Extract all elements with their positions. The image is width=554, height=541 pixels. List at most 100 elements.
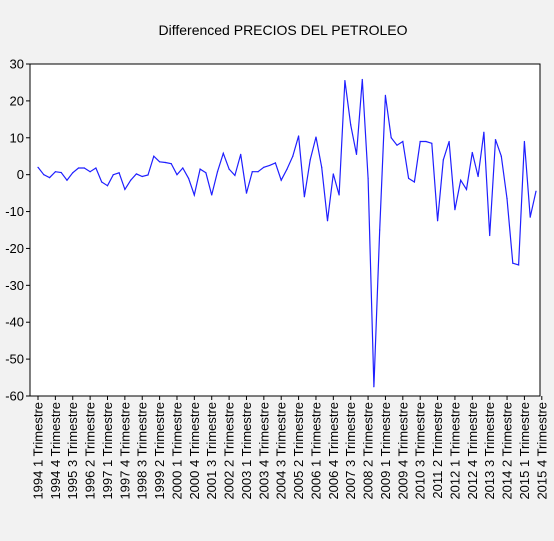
data-point <box>118 172 120 174</box>
x-tick-label: 2003 1 Trimestre <box>239 402 254 500</box>
data-point <box>529 216 531 218</box>
x-tick-label: 2000 1 Trimestre <box>169 402 184 500</box>
data-point <box>164 161 166 164</box>
x-tick-label: 2009 4 Trimestre <box>395 402 410 500</box>
data-point <box>500 155 502 157</box>
y-tick-label: 10 <box>10 130 24 145</box>
data-point <box>471 151 473 154</box>
y-tick-label: 0 <box>17 167 24 182</box>
data-point <box>77 167 80 169</box>
x-tick-label: 2012 4 Trimestre <box>465 402 480 500</box>
data-point <box>43 174 45 176</box>
data-point <box>303 196 305 198</box>
x-tick-label: 1999 2 Trimestre <box>152 402 167 500</box>
data-point <box>535 190 537 192</box>
y-tick-label: 30 <box>10 57 24 72</box>
y-tick-label: -30 <box>5 278 24 293</box>
data-point <box>274 162 277 164</box>
data-point <box>344 80 346 82</box>
y-tick-label: 20 <box>10 93 24 108</box>
data-point <box>89 171 91 173</box>
data-point <box>222 152 224 154</box>
data-point <box>182 167 184 169</box>
x-tick-label: 2006 1 Trimestre <box>308 402 323 500</box>
data-point <box>477 175 479 178</box>
data-point <box>326 220 329 222</box>
x-tick-label: 1998 3 Trimestre <box>135 402 150 500</box>
data-point <box>240 153 242 155</box>
data-point <box>460 179 462 181</box>
data-point <box>465 188 468 191</box>
data-point <box>263 166 265 168</box>
data-point <box>518 264 520 266</box>
data-point <box>228 168 230 170</box>
data-point <box>419 140 421 143</box>
data-point <box>523 140 526 143</box>
data-point <box>448 140 450 143</box>
data-point <box>112 174 114 176</box>
data-point <box>193 194 195 196</box>
data-point <box>373 386 375 388</box>
data-point <box>436 220 439 222</box>
data-point <box>135 173 138 175</box>
y-tick-label: -40 <box>5 315 24 330</box>
data-point <box>361 78 363 81</box>
data-point <box>280 179 282 181</box>
data-point <box>211 194 213 196</box>
x-tick-label: 2007 3 Trimestre <box>343 402 358 500</box>
data-point <box>153 155 155 157</box>
data-point <box>60 171 62 174</box>
x-tick-label: 2012 1 Trimestre <box>447 402 462 500</box>
x-tick-label: 1995 3 Trimestre <box>65 402 80 500</box>
data-point <box>251 171 253 173</box>
data-point <box>72 172 74 174</box>
y-axis: 30 20 10 0 -10 -20 -30 -40 -50 -60 <box>5 57 30 404</box>
data-point <box>199 168 201 170</box>
data-point <box>170 163 172 165</box>
x-tick-label: 2001 3 Trimestre <box>204 402 219 500</box>
x-tick-label: 2002 2 Trimestre <box>222 402 237 500</box>
data-point <box>494 139 497 141</box>
data-point <box>297 135 300 137</box>
data-point <box>159 161 161 163</box>
x-tick-label: 1996 2 Trimestre <box>83 402 98 500</box>
data-point <box>384 94 387 96</box>
x-tick-label: 2014 2 Trimestre <box>500 402 515 500</box>
data-point <box>130 179 132 181</box>
data-point <box>402 140 404 143</box>
data-point <box>95 167 97 169</box>
data-point <box>315 136 317 138</box>
data-point <box>101 181 103 183</box>
data-point <box>141 175 143 178</box>
data-point <box>338 194 340 196</box>
x-tick-label: 1994 4 Trimestre <box>48 402 63 500</box>
data-point <box>512 262 514 264</box>
x-tick-label: 2008 2 Trimestre <box>361 402 376 500</box>
data-point <box>413 181 415 183</box>
data-point <box>245 192 248 194</box>
data-point <box>367 177 369 179</box>
data-point <box>234 174 236 177</box>
x-tick-label: 2005 2 Trimestre <box>291 402 306 500</box>
data-point <box>37 166 39 168</box>
x-tick-label: 2015 1 Trimestre <box>517 402 532 500</box>
y-tick-label: -20 <box>5 241 24 256</box>
data-point <box>48 177 51 179</box>
x-tick-label: 2015 4 Trimestre <box>534 402 549 500</box>
y-tick-label: -60 <box>5 389 24 404</box>
data-point <box>83 167 85 169</box>
data-point <box>350 124 352 126</box>
x-tick-label: 2004 3 Trimestre <box>274 402 289 500</box>
chart-title: Differenced PRECIOS DEL PETROLEO <box>159 22 408 38</box>
data-point <box>483 131 485 133</box>
data-point <box>431 142 433 144</box>
x-tick-label: 2000 4 Trimestre <box>187 402 202 500</box>
data-point <box>321 166 323 168</box>
data-point <box>147 174 149 176</box>
data-point <box>176 174 178 176</box>
data-point <box>390 137 392 139</box>
data-point <box>292 155 294 157</box>
x-tick-label: 2013 3 Trimestre <box>482 402 497 500</box>
